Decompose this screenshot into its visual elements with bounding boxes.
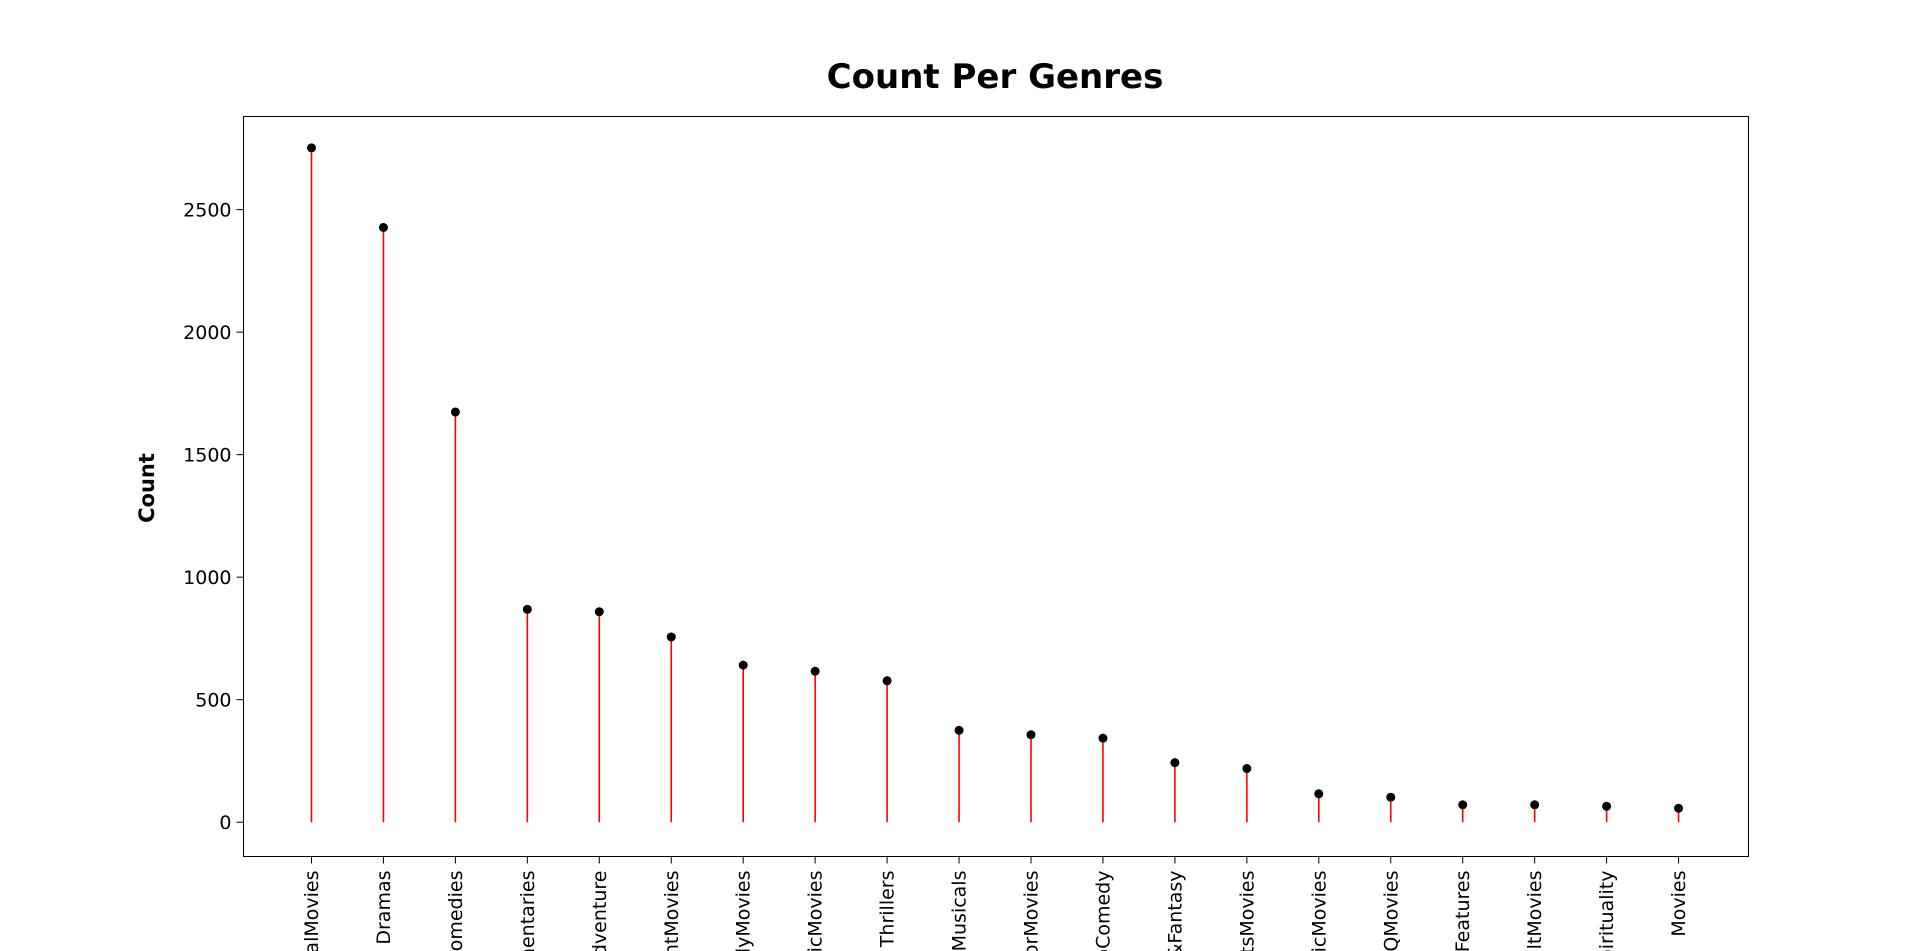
point-romanticmovies	[810, 666, 820, 676]
y-tick-label: 2500	[183, 200, 231, 222]
point-lgbtqmovies	[1386, 792, 1396, 802]
stems	[310, 147, 1680, 823]
point-horrormovies	[1026, 730, 1036, 740]
x-tick-label-movies: Movies	[1668, 871, 1690, 937]
point-faith-spirituality	[1602, 801, 1612, 811]
y-axis: 0 500 1000 1500 2000 2500	[183, 200, 244, 834]
x-axis: InternationalMovies Dramas Comedies Documen…	[301, 856, 1690, 951]
markers	[307, 143, 1684, 813]
x-tick-label-classicmovies: ClassicMovies	[1308, 871, 1330, 951]
point-animefeatures	[1458, 800, 1468, 810]
point-music-musicals	[954, 725, 964, 735]
x-tick-label-stand-upcomedy: Stand-UpComedy	[1092, 871, 1114, 951]
x-tick-label-lgbtqmovies: LGBTQMovies	[1380, 871, 1402, 951]
x-tick-label-dramas: Dramas	[373, 871, 395, 945]
y-tick-label: 1500	[183, 445, 231, 467]
x-tick-label-cultmovies: CultMovies	[1524, 871, 1546, 951]
point-sportsmovies	[1242, 764, 1252, 774]
y-tick-label: 0	[219, 812, 231, 834]
plot-area-frame	[243, 116, 1749, 857]
point-action-adventure	[594, 607, 604, 617]
point-dramas	[378, 223, 388, 232]
x-tick-label-romanticmovies: RomanticMovies	[805, 871, 827, 951]
point-stand-upcomedy	[1098, 733, 1108, 743]
x-tick-label-horrormovies: HorrorMovies	[1021, 871, 1043, 951]
x-tick-label-internationalmovies: InternationalMovies	[301, 871, 323, 951]
y-axis-label: Count	[135, 453, 159, 523]
chart-title: Count Per Genres	[827, 57, 1164, 97]
point-classicmovies	[1314, 789, 1324, 799]
x-tick-label-music-musicals: Music&Musicals	[949, 871, 971, 951]
x-tick-label-sci-fi-fantasy: Sci-Fi&Fantasy	[1164, 871, 1186, 951]
point-cultmovies	[1530, 800, 1540, 810]
point-sci-fi-fantasy	[1170, 758, 1180, 768]
point-thrillers	[882, 676, 892, 686]
x-tick-label-independentmovies: IndependentMovies	[661, 871, 683, 951]
x-tick-label-documentaries: Documentaries	[517, 871, 539, 951]
x-tick-label-children-familymovies: Children&FamilyMovies	[733, 871, 755, 951]
point-children-familymovies	[738, 660, 748, 670]
x-tick-label-animefeatures: AnimeFeatures	[1452, 871, 1474, 951]
y-tick-label: 2000	[183, 322, 231, 344]
x-tick-label-comedies: Comedies	[445, 871, 467, 951]
x-tick-label-sportsmovies: SportsMovies	[1236, 871, 1258, 951]
y-tick-label: 1000	[183, 567, 231, 589]
point-documentaries	[522, 604, 532, 614]
x-tick-label-action-adventure: Action&Adventure	[589, 871, 611, 951]
point-comedies	[450, 407, 460, 417]
x-tick-label-thrillers: Thrillers	[877, 871, 899, 949]
y-tick-label: 500	[195, 690, 231, 712]
point-internationalmovies	[307, 143, 316, 153]
point-independentmovies	[666, 632, 676, 642]
point-movies	[1674, 803, 1684, 813]
x-tick-label-faith-spirituality: Faith&Spirituality	[1596, 871, 1618, 951]
